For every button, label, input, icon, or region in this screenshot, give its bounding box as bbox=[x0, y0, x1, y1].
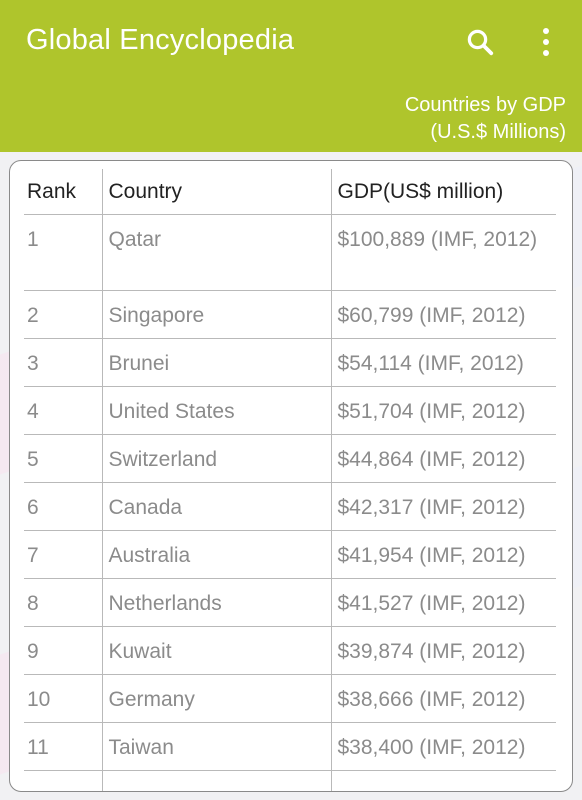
country-cell: Kuwait bbox=[101, 626, 331, 674]
rank-cell: 11 bbox=[27, 735, 49, 759]
table-row[interactable]: 5 Switzerland $44,864 (IMF, 2012) bbox=[24, 434, 556, 482]
app-bar: Global Encyclopedia Countries by GDP (U.… bbox=[0, 0, 582, 152]
gdp-cell: $44,864 (IMF, 2012) bbox=[330, 434, 556, 482]
country-cell: Brunei bbox=[101, 338, 331, 386]
country-cell: United States bbox=[101, 386, 331, 434]
country-cell: Germany bbox=[101, 674, 331, 722]
more-vert-icon bbox=[543, 28, 549, 34]
header-rank: Rank bbox=[27, 180, 77, 203]
table-row[interactable]: 10 Germany $38,666 (IMF, 2012) bbox=[24, 674, 556, 722]
country-cell: Taiwan bbox=[101, 722, 331, 770]
gdp-cell: $100,889 (IMF, 2012) bbox=[330, 214, 556, 290]
country-cell: Canada bbox=[101, 482, 331, 530]
gdp-cell: $41,954 (IMF, 2012) bbox=[330, 530, 556, 578]
rank-cell: 4 bbox=[27, 399, 39, 423]
gdp-cell: $39,874 (IMF, 2012) bbox=[330, 626, 556, 674]
country-cell: Singapore bbox=[101, 290, 331, 338]
rank-cell: 10 bbox=[27, 687, 51, 711]
country-cell: Switzerland bbox=[101, 434, 331, 482]
header-gdp: GDP(US$ million) bbox=[330, 169, 556, 214]
gdp-cell: $38,400 (IMF, 2012) bbox=[330, 722, 556, 770]
table-row[interactable]: 4 United States $51,704 (IMF, 2012) bbox=[24, 386, 556, 434]
search-button[interactable] bbox=[462, 24, 498, 60]
country-cell: Australia bbox=[101, 530, 331, 578]
gdp-cell: $41,527 (IMF, 2012) bbox=[330, 578, 556, 626]
header-country: Country bbox=[101, 169, 331, 214]
table-row[interactable]: 1 Qatar $100,889 (IMF, 2012) bbox=[24, 214, 556, 290]
rank-cell: 5 bbox=[27, 447, 39, 471]
rank-cell: 8 bbox=[27, 591, 39, 615]
rank-cell: 7 bbox=[27, 543, 39, 567]
country-cell: Netherlands bbox=[101, 578, 331, 626]
table-row[interactable]: 6 Canada $42,317 (IMF, 2012) bbox=[24, 482, 556, 530]
rank-cell: 2 bbox=[27, 303, 39, 327]
rank-cell: 1 bbox=[27, 227, 39, 251]
table-row[interactable]: 9 Kuwait $39,874 (IMF, 2012) bbox=[24, 626, 556, 674]
table-header-row: Rank Country GDP(US$ million) bbox=[24, 169, 556, 214]
rank-cell: 9 bbox=[27, 639, 39, 663]
gdp-cell: $51,704 (IMF, 2012) bbox=[330, 386, 556, 434]
table-row-partial[interactable] bbox=[24, 770, 556, 791]
rank-cell: 3 bbox=[27, 351, 39, 375]
overflow-menu-button[interactable] bbox=[530, 24, 562, 60]
gdp-cell: $42,317 (IMF, 2012) bbox=[330, 482, 556, 530]
page-subtitle: Countries by GDP (U.S.$ Millions) bbox=[404, 94, 566, 143]
table-row[interactable]: 8 Netherlands $41,527 (IMF, 2012) bbox=[24, 578, 556, 626]
table-row[interactable]: 2 Singapore $60,799 (IMF, 2012) bbox=[24, 290, 556, 338]
table-row[interactable]: 7 Australia $41,954 (IMF, 2012) bbox=[24, 530, 556, 578]
gdp-table: Rank Country GDP(US$ million) 1 Qatar $1… bbox=[24, 169, 556, 791]
gdp-cell: $38,666 (IMF, 2012) bbox=[330, 674, 556, 722]
country-cell: Qatar bbox=[101, 214, 331, 290]
table-row[interactable]: 11 Taiwan $38,400 (IMF, 2012) bbox=[24, 722, 556, 770]
gdp-table-card: Rank Country GDP(US$ million) 1 Qatar $1… bbox=[9, 160, 573, 792]
search-icon bbox=[467, 29, 494, 56]
table-row[interactable]: 3 Brunei $54,114 (IMF, 2012) bbox=[24, 338, 556, 386]
gdp-cell: $60,799 (IMF, 2012) bbox=[330, 290, 556, 338]
app-title: Global Encyclopedia bbox=[26, 24, 295, 56]
rank-cell: 6 bbox=[27, 495, 39, 519]
gdp-cell: $54,114 (IMF, 2012) bbox=[330, 338, 556, 386]
